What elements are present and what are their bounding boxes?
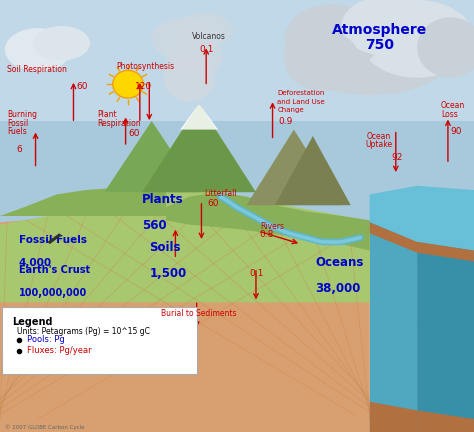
Text: 100,000,000: 100,000,000 [19, 288, 87, 298]
Text: 750: 750 [365, 38, 394, 52]
Ellipse shape [5, 28, 71, 71]
Polygon shape [275, 136, 351, 205]
Text: Respiration: Respiration [97, 119, 141, 127]
Text: Burning: Burning [7, 110, 37, 119]
Text: Atmosphere: Atmosphere [332, 23, 427, 37]
Text: Earth's Crust: Earth's Crust [19, 265, 90, 275]
FancyBboxPatch shape [2, 307, 197, 374]
Polygon shape [417, 242, 474, 432]
Text: Pools: Pg: Pools: Pg [27, 335, 65, 344]
Ellipse shape [152, 17, 218, 60]
Polygon shape [370, 186, 474, 251]
Polygon shape [47, 233, 62, 244]
Ellipse shape [341, 0, 436, 56]
Text: and Land Use: and Land Use [277, 98, 325, 105]
Text: Change: Change [277, 107, 304, 113]
Polygon shape [370, 222, 474, 261]
Circle shape [113, 70, 143, 98]
Ellipse shape [360, 0, 474, 78]
Text: 60: 60 [207, 199, 219, 207]
Text: Rivers: Rivers [260, 222, 284, 231]
Polygon shape [180, 104, 218, 130]
Polygon shape [246, 130, 341, 205]
Bar [0, 0, 474, 121]
Text: Fossil Fuels: Fossil Fuels [19, 235, 87, 245]
Text: Burial to Sediments: Burial to Sediments [161, 309, 237, 318]
Text: 60: 60 [77, 82, 88, 91]
Polygon shape [104, 121, 199, 192]
Text: Ocean: Ocean [441, 102, 465, 110]
Text: Photosynthesis: Photosynthesis [116, 63, 174, 71]
Text: 92: 92 [391, 153, 402, 162]
Text: 0.9: 0.9 [278, 118, 292, 126]
Text: 90: 90 [450, 127, 462, 136]
Polygon shape [166, 192, 370, 251]
Polygon shape [417, 410, 474, 432]
Text: 0.1: 0.1 [199, 45, 213, 54]
Polygon shape [142, 104, 256, 192]
Text: 60: 60 [128, 130, 139, 138]
Text: 6: 6 [17, 146, 22, 154]
Text: Litterfall: Litterfall [204, 189, 237, 198]
Text: Volcanos: Volcanos [192, 32, 226, 41]
Text: © 2007 GLOBE Carbon Cycle: © 2007 GLOBE Carbon Cycle [5, 424, 84, 430]
Text: Loss: Loss [441, 110, 457, 119]
Ellipse shape [175, 13, 232, 48]
Text: Deforestation: Deforestation [277, 90, 325, 96]
Ellipse shape [164, 54, 216, 102]
Text: Plant: Plant [97, 110, 117, 119]
Text: Fossil: Fossil [7, 119, 28, 127]
Ellipse shape [166, 35, 223, 78]
Text: Plants: Plants [142, 193, 184, 206]
Text: Uptake: Uptake [365, 140, 393, 149]
Polygon shape [0, 201, 370, 432]
Text: Soils: Soils [149, 241, 181, 254]
Text: 1,500: 1,500 [149, 267, 187, 280]
Text: Fuels: Fuels [7, 127, 27, 136]
Polygon shape [0, 190, 370, 302]
Text: 560: 560 [142, 219, 167, 232]
Text: 120: 120 [135, 82, 152, 91]
Text: 38,000: 38,000 [315, 282, 361, 295]
Text: 0.1: 0.1 [250, 269, 264, 277]
Text: Fluxes: Pg/year: Fluxes: Pg/year [27, 346, 92, 355]
Text: 0.8: 0.8 [260, 230, 274, 239]
Text: Oceans: Oceans [315, 256, 364, 269]
Text: Ocean: Ocean [367, 132, 392, 140]
Ellipse shape [284, 4, 379, 73]
Text: Legend: Legend [12, 317, 52, 327]
Ellipse shape [284, 30, 360, 91]
Polygon shape [370, 402, 417, 432]
Text: Soil Respiration: Soil Respiration [7, 65, 67, 73]
Polygon shape [0, 184, 166, 216]
Ellipse shape [33, 26, 90, 60]
Text: Units: Petagrams (Pg) = 10^15 gC: Units: Petagrams (Pg) = 10^15 gC [17, 327, 149, 336]
Polygon shape [370, 222, 417, 432]
Text: 4,000: 4,000 [19, 258, 52, 268]
Ellipse shape [284, 9, 455, 95]
Ellipse shape [417, 17, 474, 78]
